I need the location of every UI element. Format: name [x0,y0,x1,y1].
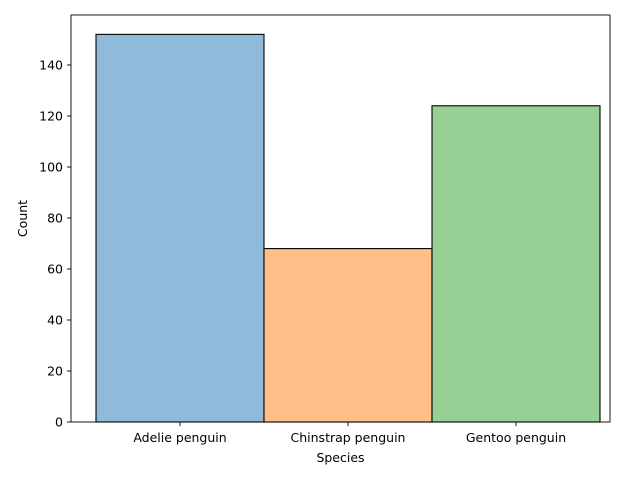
y-tick-label: 60 [47,261,63,276]
y-tick-label: 40 [47,312,63,327]
bar-gentoo-penguin [431,105,601,423]
x-tick-label: Chinstrap penguin [291,430,406,445]
x-axis-label: Species [316,450,364,465]
bar-chinstrap-penguin [263,248,433,423]
y-tick-label: 120 [39,108,63,123]
bar-adelie-penguin [95,33,265,423]
y-tick-label: 100 [39,159,63,174]
y-axis: 0 20 40 60 80 100 120 140 [39,57,71,430]
bars [95,33,601,423]
x-tick-label: Adelie penguin [133,430,226,445]
y-axis-label: Count [15,200,30,237]
y-tick-label: 0 [55,415,63,430]
plot-frame [70,14,611,423]
y-tick-label: 20 [47,363,63,378]
y-tick-label: 80 [47,210,63,225]
x-tick-label: Gentoo penguin [466,430,566,445]
x-axis: Adelie penguin Chinstrap penguin Gentoo pe… [133,422,566,445]
y-tick-label: 140 [39,57,63,72]
